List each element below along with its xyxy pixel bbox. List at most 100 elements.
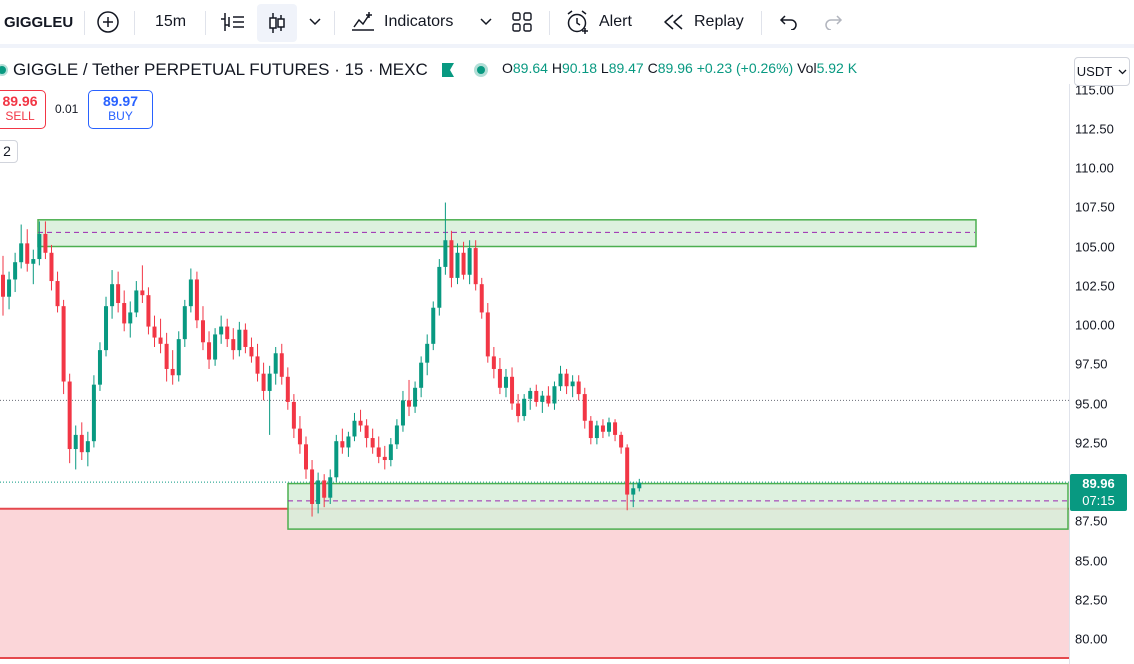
stop-loss-zone <box>0 508 1069 658</box>
candle-body <box>219 326 224 335</box>
candle-body <box>297 428 302 445</box>
toolbar-divider <box>205 11 206 35</box>
sell-price: 89.96 <box>2 93 38 109</box>
market-open-icon <box>0 64 8 76</box>
candle-body <box>449 240 454 278</box>
price-tick-label: 82.50 <box>1075 592 1108 608</box>
candle-body <box>7 279 12 297</box>
candle-body <box>540 395 545 402</box>
layouts-button[interactable] <box>508 0 536 44</box>
candle-body <box>473 248 478 285</box>
supply-demand-zone <box>37 219 977 248</box>
add-circle-icon <box>97 11 119 33</box>
candle-body <box>1 274 5 297</box>
candle-body <box>455 252 460 278</box>
candle-body <box>146 295 151 327</box>
candle-body <box>443 240 448 267</box>
price-tick-label: 112.50 <box>1075 121 1114 137</box>
candle-body <box>152 326 157 338</box>
candle-body <box>607 422 611 432</box>
spread-value: 0.01 <box>55 102 79 116</box>
price-tick-label: 105.00 <box>1075 239 1115 254</box>
candle-body <box>619 434 624 448</box>
low-value: 89.47 <box>608 60 644 76</box>
price-tick-label: 85.00 <box>1075 553 1108 568</box>
candle-body <box>322 480 327 498</box>
chevron-down-icon <box>1118 69 1127 74</box>
currency-selector[interactable]: USDT <box>1074 57 1130 86</box>
candle-body <box>594 425 599 439</box>
candle-body <box>279 353 284 377</box>
symbol-title[interactable]: GIGGLE / Tether PERPETUAL FUTURES · 15 ·… <box>13 60 428 79</box>
candle-body <box>485 312 490 357</box>
interval-button[interactable]: 15m <box>155 0 186 44</box>
candle-body <box>188 279 193 307</box>
alert-button[interactable]: Alert <box>565 0 632 44</box>
candle-body <box>31 259 36 264</box>
chart-type-dropdown[interactable] <box>305 0 325 44</box>
candle-body <box>600 425 605 432</box>
candle-body <box>273 353 278 374</box>
candle-body <box>364 425 369 439</box>
candles-style-button[interactable] <box>257 4 297 42</box>
chevron-down-icon <box>309 18 321 26</box>
sell-label: SELL <box>5 109 35 123</box>
grid-layout-icon <box>512 12 532 32</box>
redo-button[interactable] <box>820 0 846 44</box>
candle-body <box>291 401 296 429</box>
live-status-icon <box>473 63 488 77</box>
candle-body <box>158 337 163 344</box>
candle-body <box>243 329 248 347</box>
undo-button[interactable] <box>776 0 802 44</box>
sell-button[interactable]: 89.96 SELL <box>0 90 46 129</box>
indicators-dropdown[interactable] <box>476 0 496 44</box>
candle-body <box>346 436 351 448</box>
candle-body <box>382 456 387 461</box>
candle-body <box>358 420 363 426</box>
candle-body <box>334 441 339 478</box>
candle-body <box>570 381 575 387</box>
candle-body <box>528 390 533 399</box>
candle-body <box>61 306 66 382</box>
symbol-label: GIGGLEU <box>4 13 74 31</box>
price-chart[interactable] <box>0 0 1069 664</box>
bars-icon <box>221 13 244 31</box>
price-tick-label: 97.50 <box>1075 356 1108 372</box>
candle-body <box>231 339 236 351</box>
candle-body <box>164 343 169 369</box>
replay-button[interactable]: Replay <box>662 0 744 44</box>
open-value: 89.64 <box>512 60 548 76</box>
candle-body <box>285 376 290 402</box>
price-axis[interactable] <box>1069 84 1134 664</box>
candle-body <box>388 444 393 461</box>
buy-button[interactable]: 89.97 BUY <box>88 90 153 129</box>
undo-icon <box>779 15 797 30</box>
flag-icon[interactable] <box>440 62 456 78</box>
candle-body <box>407 400 412 407</box>
candle-body <box>85 441 90 453</box>
symbol-search-button[interactable]: GIGGLEU <box>0 0 84 44</box>
candle-body <box>491 356 496 369</box>
candle-body <box>200 320 205 343</box>
price-tick-label: 95.00 <box>1075 396 1108 411</box>
candle-body <box>110 284 115 307</box>
candle-body <box>255 356 260 374</box>
volume-value: 5.92 K <box>816 60 858 76</box>
candle-body <box>134 290 139 313</box>
candle-body <box>207 342 212 360</box>
indicators-button[interactable]: Indicators <box>350 0 453 44</box>
candle-body <box>461 252 466 275</box>
redo-icon <box>825 15 843 30</box>
toolbar-divider <box>84 11 85 35</box>
candle-body <box>116 284 121 304</box>
candle-body <box>49 252 54 282</box>
bar-style-button[interactable] <box>218 0 248 44</box>
candle-body <box>558 373 563 387</box>
quantity-field[interactable]: 2 <box>0 140 18 163</box>
candle-body <box>237 329 242 351</box>
candle-body <box>425 343 430 363</box>
candle-body <box>546 395 551 404</box>
high-key: H <box>551 60 562 76</box>
compare-symbol-button[interactable] <box>94 0 122 44</box>
candle-body <box>316 480 321 504</box>
